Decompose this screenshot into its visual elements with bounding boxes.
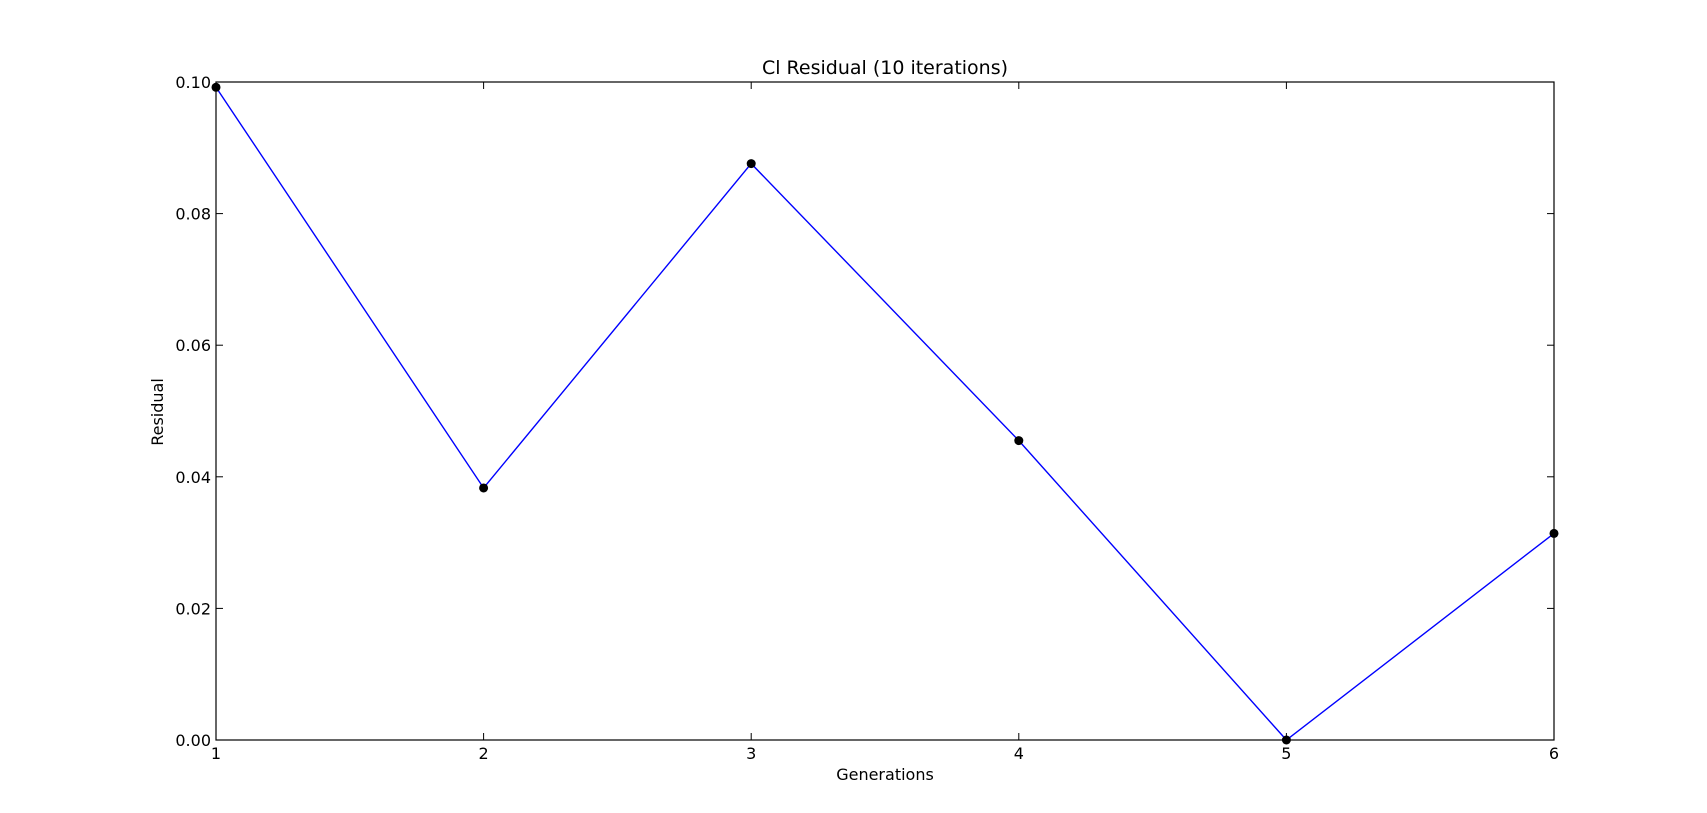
x-axis-label: Generations [836,765,934,784]
y-tick-label: 0.06 [175,336,211,355]
data-point [746,159,756,169]
y-axis-ticks: 0.00 0.02 0.04 0.06 0.08 0.10 [175,73,1554,750]
series-line [215,86,1555,741]
y-tick-label: 0.02 [175,599,211,618]
y-axis-label: Residual [148,378,167,446]
y-tick-label: 0.10 [175,73,211,92]
x-tick-label: 6 [1549,744,1559,763]
y-tick-label: 0.04 [175,468,211,487]
x-tick-label: 3 [746,744,756,763]
y-tick-label: 0.00 [175,731,211,750]
x-tick-label: 5 [1281,744,1291,763]
plot-frame [215,81,1555,741]
x-tick-label: 2 [479,744,489,763]
data-point [1014,436,1024,446]
y-tick-label: 0.08 [175,205,211,224]
x-tick-label: 4 [1014,744,1024,763]
chart-title: Cl Residual (10 iterations) [762,57,1008,79]
data-point [479,483,489,493]
x-tick-label: 1 [211,744,221,763]
series-layer [211,82,1559,745]
